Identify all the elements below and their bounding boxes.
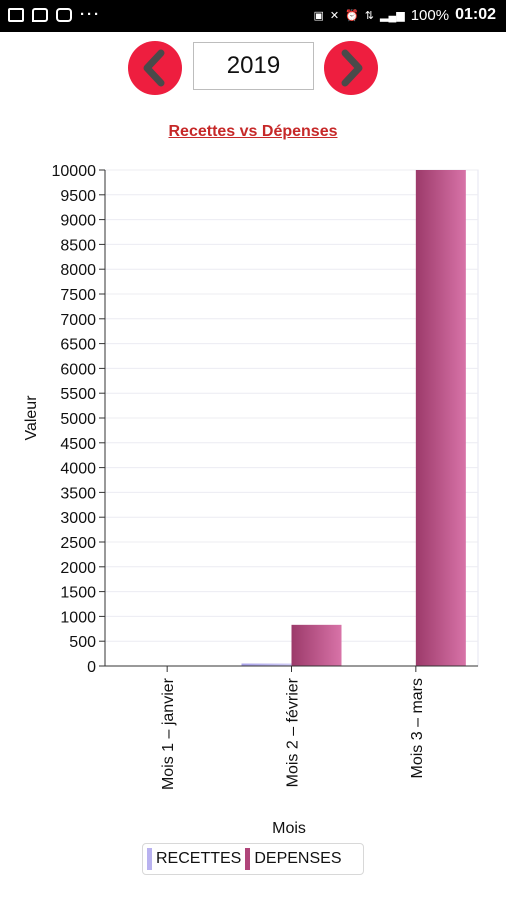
next-year-button[interactable] [324,41,378,95]
bar-chart: 0 500 1000 1500 2000 2500 3000 3500 4000 4500 5000… [23,163,479,837]
legend-item-recettes: RECETTES [147,848,241,870]
battery-saver-icon: ▣ [313,9,324,22]
y-tick-label: 0 [87,659,96,676]
y-tick-label: 6500 [60,337,96,354]
y-tick-label: 10000 [52,163,97,180]
youtube-icon [56,7,72,22]
y-tick-label: 3500 [60,485,96,502]
y-axis-label: Valeur [23,395,40,441]
y-tick-label: 5500 [60,386,96,403]
bar-recettes [241,663,292,666]
y-tick-label: 7000 [60,312,96,329]
x-axis-label: Mois [272,820,306,837]
x-tick-label: Mois 1 – janvier [160,677,177,790]
legend-swatch-recettes [147,848,152,870]
chart-title: Recettes vs Dépenses [168,123,338,140]
year-display[interactable]: 2019 [193,42,314,90]
x-tick-label: Mois 3 – mars [409,678,426,778]
bar-depenses [291,624,342,666]
chevron-right-icon [341,49,363,87]
status-bar: ··· ▣ ✕ ⏰ ⇅ ▂▄▆ 100% 01:02 [0,0,506,32]
y-tick-label: 2500 [60,535,96,552]
battery-level: 100% [410,6,450,24]
legend-label-recettes: RECETTES [156,850,242,867]
signal-icon: ▂▄▆ [379,9,405,22]
y-tick-label: 9000 [60,213,96,230]
y-tick-label: 4500 [60,436,96,453]
y-tick-label: 7500 [60,287,96,304]
bar-depenses [415,170,466,666]
alarm-icon: ⏰ [345,9,359,22]
chart-legend: RECETTES DEPENSES [142,843,364,875]
y-tick-label: 5000 [60,411,96,428]
y-tick-label: 1000 [60,609,96,626]
legend-item-depenses: DEPENSES [245,848,341,870]
y-tick-label: 1500 [60,585,96,602]
data-icon: ⇅ [364,9,374,22]
y-tick-label: 3000 [60,510,96,527]
y-tick-label: 2000 [60,560,96,577]
y-tick-label: 6000 [60,361,96,378]
legend-label-depenses: DEPENSES [254,850,342,867]
y-tick-label: 8500 [60,237,96,254]
chevron-left-icon [143,49,165,87]
y-tick-label: 8000 [60,262,96,279]
message-icon [32,7,48,22]
legend-swatch-depenses [245,848,251,870]
y-tick-label: 500 [69,634,96,651]
y-tick-label: 9500 [60,188,96,205]
image-icon [8,7,24,22]
x-tick-label: Mois 2 – février [285,677,302,787]
clock: 01:02 [455,6,496,23]
y-tick-label: 4000 [60,461,96,478]
more-dots-icon: ··· [80,6,101,23]
previous-year-button[interactable] [128,41,182,95]
mute-icon: ✕ [329,9,340,22]
